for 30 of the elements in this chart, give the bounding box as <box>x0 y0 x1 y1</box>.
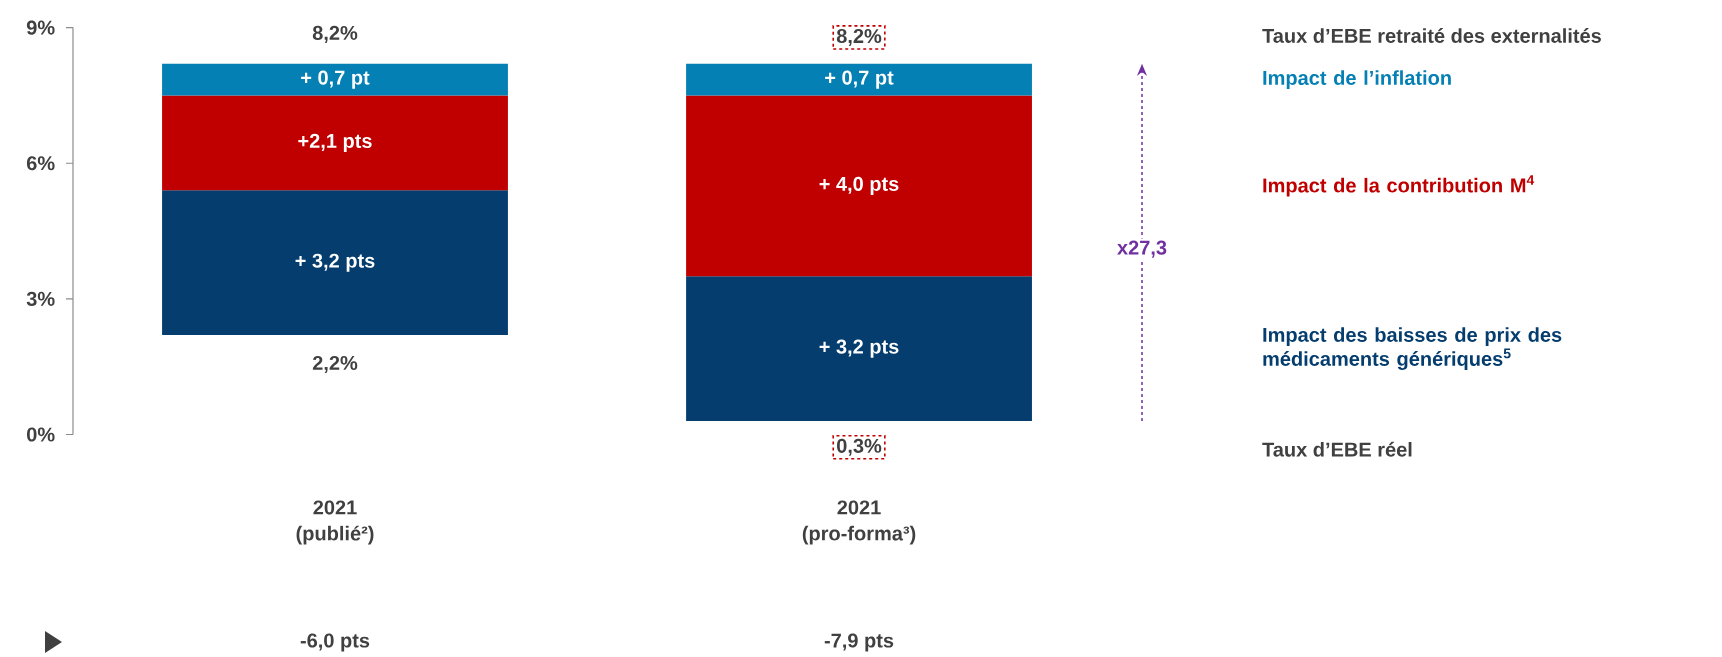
text: Taux d’EBE retraité des externalités <box>1262 28 1601 43</box>
bar <box>162 63 508 96</box>
text: Impact de la contribution M$^{4}$ <box>1263 175 1535 197</box>
bar <box>162 190 508 336</box>
annotation: 2,2% <box>312 355 358 373</box>
annotation: 8,2% <box>836 28 882 46</box>
bar <box>686 63 1032 96</box>
data-label: + 4,0 pts <box>819 176 899 195</box>
x-tick-label: 2021 (publié²) <box>296 500 374 545</box>
text: Impact de l’inflation <box>1263 70 1451 89</box>
data-label: + 3,2 pts <box>295 253 375 272</box>
bar <box>686 276 1032 421</box>
annotation: 8,2% <box>312 25 358 43</box>
bar <box>162 95 508 191</box>
text: -6,0 pts <box>300 633 370 652</box>
text: 0,3% <box>837 438 882 456</box>
text: Impact des baisses de prix des médicaments génériques$^{5}$ <box>1263 327 1562 370</box>
data-label: + 0,7 pt <box>301 70 370 89</box>
text: -7,9 pts <box>824 633 894 652</box>
data-label: + 0,7 pt <box>825 70 894 89</box>
y-tick-label: 0% <box>27 427 55 442</box>
data-label: +2,1 pts <box>298 133 372 152</box>
annotation: x27,3 <box>1117 240 1167 258</box>
bar <box>686 95 1032 277</box>
x-tick-label: 2021 (pro-forma³) <box>802 500 916 545</box>
text: Taux d’EBE réel <box>1262 441 1412 457</box>
y-tick-label: 6% <box>26 156 55 171</box>
y-tick-label: 9% <box>26 20 55 35</box>
data-label: + 3,2 pts <box>819 339 899 358</box>
y-tick-label: 3% <box>26 291 55 306</box>
